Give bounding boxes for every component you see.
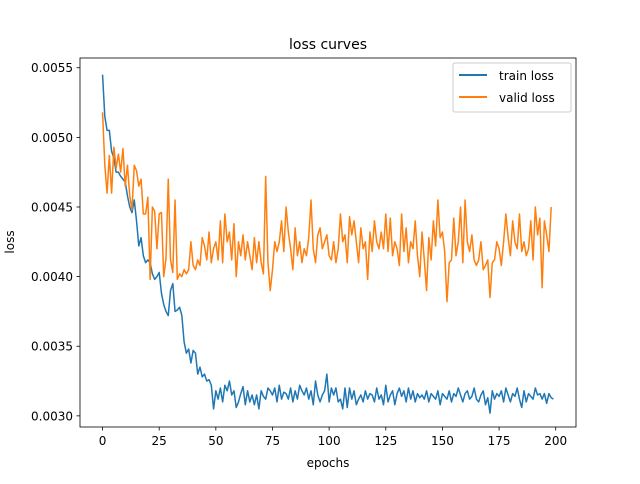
- y-tick-label: 0.0040: [31, 270, 73, 284]
- y-axis-ticks: 0.0030 0.0035 0.0040 0.0045 0.0050 0.0055: [31, 61, 80, 423]
- legend-label-valid-loss: valid loss: [499, 91, 555, 105]
- x-tick-label: 175: [488, 434, 511, 448]
- legend: train loss valid loss: [452, 62, 572, 113]
- y-tick-label: 0.0045: [31, 200, 73, 214]
- x-axis-label: epochs: [307, 456, 350, 470]
- x-tick-label: 150: [431, 434, 454, 448]
- x-tick-label: 100: [318, 434, 341, 448]
- x-tick-label: 25: [152, 434, 167, 448]
- series-layer: [101, 74, 554, 414]
- x-tick-label: 200: [544, 434, 567, 448]
- y-tick-label: 0.0035: [31, 340, 73, 354]
- series-line-train-loss: [101, 74, 554, 414]
- x-tick-label: 0: [99, 434, 107, 448]
- series-line-valid-loss: [101, 112, 552, 303]
- y-axis-label: loss: [3, 230, 17, 253]
- x-tick-label: 75: [265, 434, 280, 448]
- chart-title: loss curves: [289, 37, 367, 53]
- x-tick-label: 50: [208, 434, 223, 448]
- axes-frame: [79, 57, 577, 428]
- y-tick-label: 0.0030: [31, 409, 73, 423]
- legend-label-train-loss: train loss: [499, 69, 554, 83]
- y-tick-label: 0.0055: [31, 61, 73, 75]
- y-tick-label: 0.0050: [31, 131, 73, 145]
- x-tick-label: 125: [374, 434, 397, 448]
- x-axis-ticks: 0 25 50 75 100 125 150 175 200: [99, 427, 567, 448]
